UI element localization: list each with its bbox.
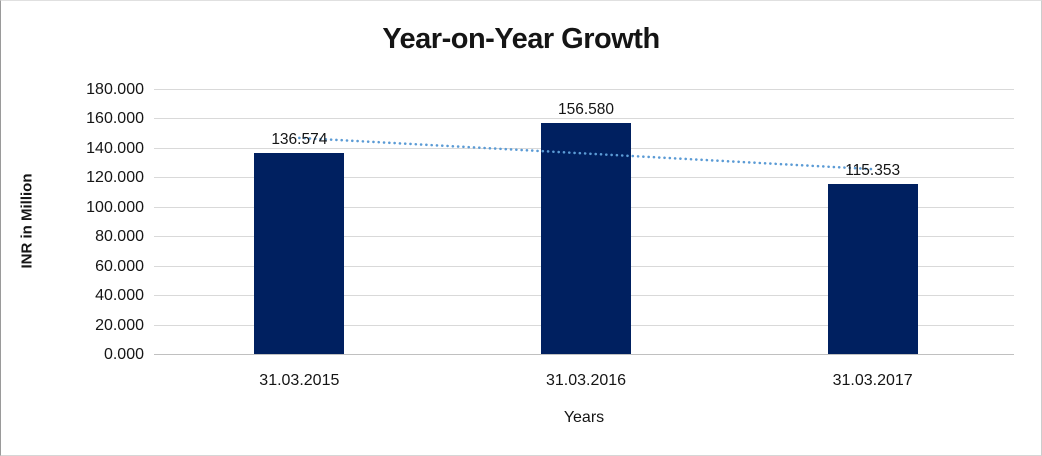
y-tick-label: 20.000 — [95, 317, 144, 334]
bar-31.03.2016 — [541, 123, 631, 354]
y-tick-label: 180.000 — [86, 81, 144, 98]
x-tick-label: 31.03.2015 — [259, 372, 340, 389]
x-tick-label: 31.03.2016 — [545, 372, 627, 389]
y-tick-label: 80.000 — [95, 228, 144, 245]
chart-title: Year-on-Year Growth — [382, 23, 660, 55]
data-label: 115.353 — [845, 162, 901, 180]
y-tick-label: 120.000 — [86, 169, 144, 186]
y-tick-label: 140.000 — [86, 140, 144, 157]
x-axis-line — [154, 354, 1014, 355]
x-axis-title: Years — [563, 409, 605, 426]
y-tick-label: 100.000 — [86, 199, 144, 216]
bar-31.03.2015 — [254, 152, 345, 354]
y-tick-label: 0.000 — [103, 346, 144, 363]
y-tick-label: 160.000 — [86, 110, 144, 127]
gridline — [154, 118, 1014, 119]
gridline — [154, 89, 1014, 90]
bar-31.03.2017 — [827, 184, 918, 354]
y-tick-label: 40.000 — [95, 287, 144, 304]
data-label: 156.580 — [557, 101, 615, 119]
x-tick-label: 31.03.2017 — [832, 372, 913, 389]
y-tick-label: 60.000 — [95, 258, 144, 275]
y-axis-title: INR in Million — [18, 173, 36, 269]
data-label: 136.574 — [271, 130, 328, 148]
